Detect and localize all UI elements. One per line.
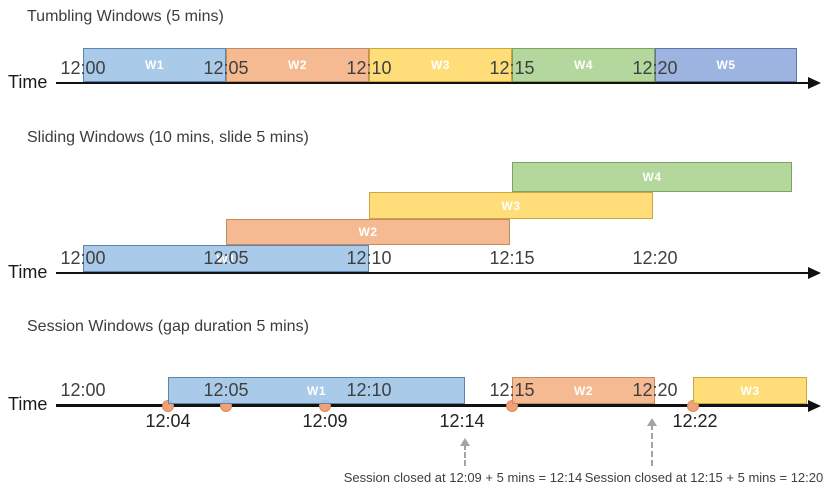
timeline-sliding (56, 272, 809, 274)
session-close-arrow-head-2 (647, 418, 657, 426)
timeline-arrowhead-sliding (808, 267, 821, 279)
window-sliding-w4: W4 (512, 162, 792, 192)
tick-label-tumbling-12:20: 12:20 (632, 58, 678, 78)
session-close-note-1: Session closed at 12:09 + 5 mins = 12:14 (343, 470, 583, 485)
tick-label-sliding-12:05: 12:05 (203, 248, 249, 268)
window-label-session-w3: W3 (740, 383, 760, 398)
time-axis-label-session: Time (8, 394, 48, 414)
tick-label-session-12:20: 12:20 (632, 380, 678, 400)
tick-label-sliding-12:10: 12:10 (346, 248, 392, 268)
window-label-tumbling-w3: W3 (431, 58, 450, 72)
window-label-tumbling-w1: W1 (145, 58, 164, 72)
session-close-note-2: Session closed at 12:15 + 5 mins = 12:20 (584, 470, 824, 485)
window-session-w1: W1 (168, 377, 465, 404)
window-label-sliding-w4: W4 (642, 170, 662, 184)
window-session-w2: W2 (512, 377, 655, 404)
tick-label-session-12:15: 12:15 (489, 380, 535, 400)
timeline-arrowhead-session (808, 399, 821, 412)
tick-label-sliding-12:20: 12:20 (632, 248, 678, 268)
window-label-sliding-w3: W3 (501, 198, 521, 213)
window-label-tumbling-w4: W4 (574, 58, 593, 72)
tick-label-tumbling-12:15: 12:15 (489, 58, 535, 78)
window-sliding-w3: W3 (369, 192, 653, 219)
event-time-label-12:09: 12:09 (302, 411, 348, 431)
section-title-session: Session Windows (gap duration 5 mins) (27, 318, 309, 335)
event-time-label-12:22: 12:22 (672, 411, 718, 431)
window-label-tumbling-w2: W2 (288, 58, 307, 72)
timeline-session (56, 404, 809, 407)
session-close-arrow-stem-1 (464, 444, 466, 466)
tick-label-sliding-12:00: 12:00 (60, 248, 106, 268)
time-axis-label-tumbling: Time (8, 72, 48, 92)
tick-label-sliding-12:15: 12:15 (489, 248, 535, 268)
window-tumbling-w1: W1 (83, 48, 226, 82)
window-tumbling-w3: W3 (369, 48, 512, 82)
session-close-arrow-head-1 (460, 438, 470, 446)
tick-label-tumbling-12:05: 12:05 (203, 58, 249, 78)
window-session-w3: W3 (693, 377, 807, 404)
tick-label-session-12:10: 12:10 (346, 380, 392, 400)
tick-label-tumbling-12:10: 12:10 (346, 58, 392, 78)
timeline-tumbling (56, 82, 809, 84)
window-label-sliding-w1: W1 (216, 251, 236, 266)
event-time-label-12:14: 12:14 (439, 411, 485, 431)
timeline-arrowhead-tumbling (808, 77, 821, 89)
tick-label-session-12:05: 12:05 (203, 380, 249, 400)
window-label-sliding-w2: W2 (358, 225, 378, 239)
section-title-sliding: Sliding Windows (10 mins, slide 5 mins) (27, 129, 309, 146)
session-close-arrow-stem-2 (651, 424, 653, 466)
event-time-label-12:04: 12:04 (145, 411, 191, 431)
section-title-tumbling: Tumbling Windows (5 mins) (27, 8, 224, 25)
window-tumbling-w4: W4 (512, 48, 655, 82)
tick-label-session-12:00: 12:00 (60, 380, 106, 400)
window-label-session-w2: W2 (574, 383, 593, 398)
tick-label-tumbling-12:00: 12:00 (60, 58, 106, 78)
time-axis-label-sliding: Time (8, 262, 48, 282)
window-label-session-w1: W1 (307, 383, 326, 398)
window-sliding-w1: W1 (83, 245, 369, 272)
window-label-tumbling-w5: W5 (716, 58, 736, 72)
window-tumbling-w2: W2 (226, 48, 369, 82)
window-tumbling-w5: W5 (655, 48, 797, 82)
window-sliding-w2: W2 (226, 219, 510, 245)
